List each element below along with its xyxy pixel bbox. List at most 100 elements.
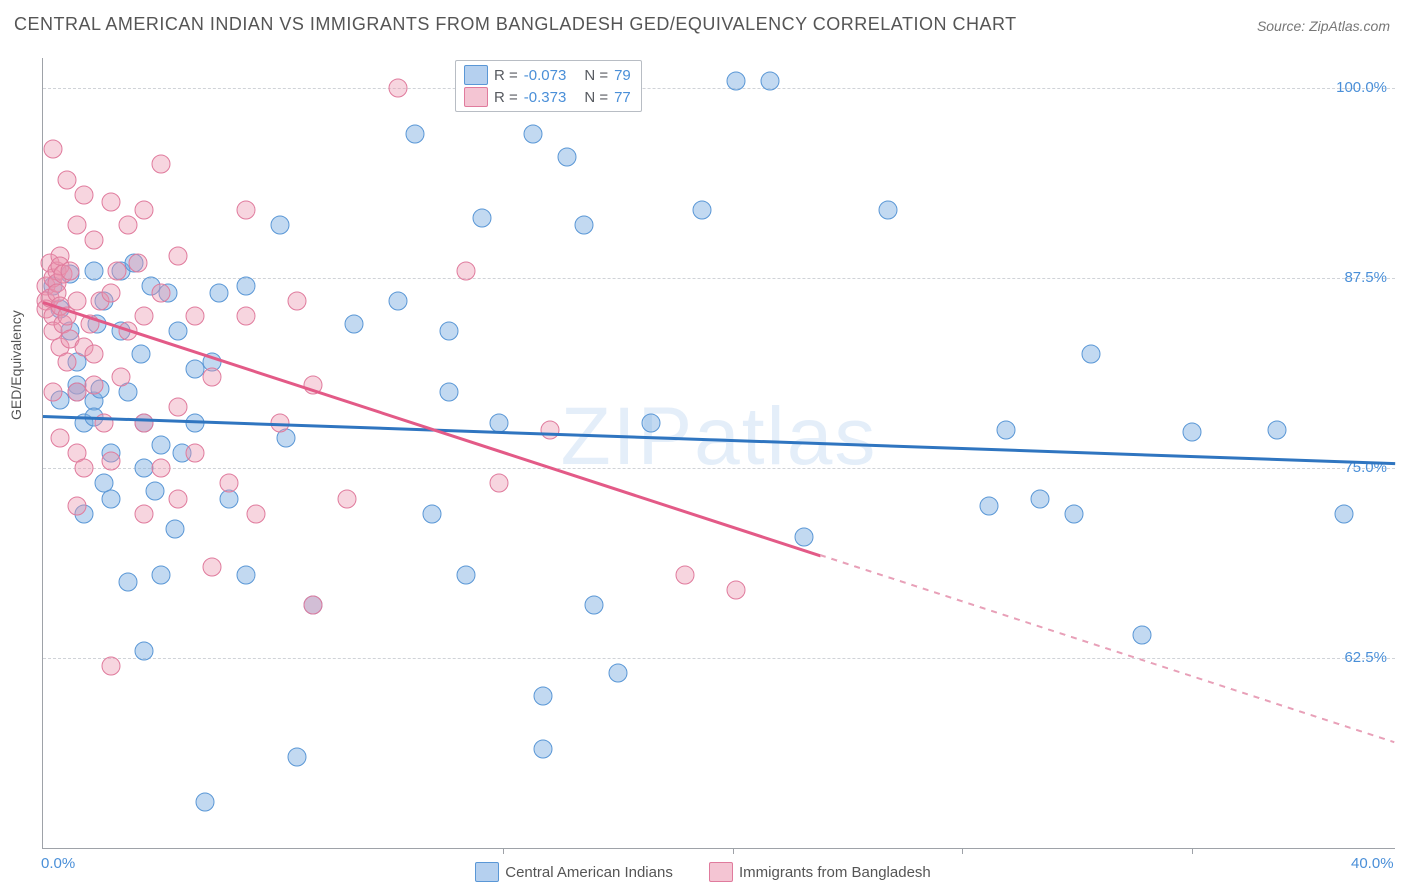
data-point — [61, 261, 80, 280]
data-point — [1335, 504, 1354, 523]
data-point — [57, 352, 76, 371]
x-tick-mark — [962, 848, 963, 854]
gridline — [43, 658, 1395, 659]
legend-label: Immigrants from Bangladesh — [739, 864, 931, 881]
data-point — [524, 124, 543, 143]
data-point — [608, 664, 627, 683]
data-point — [980, 497, 999, 516]
data-point — [108, 261, 127, 280]
data-point — [344, 314, 363, 333]
data-point — [1064, 504, 1083, 523]
data-point — [135, 413, 154, 432]
data-point — [456, 565, 475, 584]
data-point — [304, 595, 323, 614]
data-point — [118, 216, 137, 235]
legend-item: Immigrants from Bangladesh — [709, 862, 931, 882]
data-point — [557, 147, 576, 166]
swatch-icon — [464, 87, 488, 107]
legend-stats-row: R = -0.073 N = 79 — [464, 64, 631, 86]
data-point — [118, 573, 137, 592]
data-point — [165, 519, 184, 538]
x-tick-mark — [503, 848, 504, 854]
data-point — [287, 292, 306, 311]
data-point — [135, 641, 154, 660]
legend-stats-row: R = -0.373 N = 77 — [464, 86, 631, 108]
n-value: 79 — [614, 67, 631, 84]
gridline — [43, 88, 1395, 89]
data-point — [236, 276, 255, 295]
data-point — [84, 375, 103, 394]
x-tick-mark — [1192, 848, 1193, 854]
data-point — [186, 444, 205, 463]
data-point — [1267, 421, 1286, 440]
data-point — [101, 451, 120, 470]
data-point — [152, 284, 171, 303]
legend-stats: R = -0.073 N = 79 R = -0.373 N = 77 — [455, 60, 642, 112]
data-point — [44, 140, 63, 159]
data-point — [534, 687, 553, 706]
data-point — [1031, 489, 1050, 508]
data-point — [67, 292, 86, 311]
data-point — [128, 254, 147, 273]
data-point — [473, 208, 492, 227]
data-point — [44, 383, 63, 402]
y-tick-label: 87.5% — [1344, 269, 1387, 286]
data-point — [388, 292, 407, 311]
y-tick-label: 100.0% — [1336, 79, 1387, 96]
data-point — [287, 747, 306, 766]
data-point — [84, 231, 103, 250]
data-point — [760, 71, 779, 90]
data-point — [84, 345, 103, 364]
data-point — [57, 170, 76, 189]
data-point — [1132, 626, 1151, 645]
data-point — [693, 200, 712, 219]
plot-area: ZIPatlas 62.5%75.0%87.5%100.0%0.0%40.0% — [42, 58, 1395, 849]
data-point — [236, 200, 255, 219]
data-point — [246, 504, 265, 523]
trend-line — [820, 554, 1395, 743]
data-point — [169, 246, 188, 265]
data-point — [74, 185, 93, 204]
data-point — [236, 307, 255, 326]
data-point — [169, 489, 188, 508]
data-point — [111, 368, 130, 387]
data-point — [196, 793, 215, 812]
data-point — [1183, 422, 1202, 441]
data-point — [534, 740, 553, 759]
data-point — [642, 413, 661, 432]
y-tick-label: 62.5% — [1344, 649, 1387, 666]
data-point — [135, 504, 154, 523]
data-point — [152, 565, 171, 584]
data-point — [132, 345, 151, 364]
data-point — [145, 481, 164, 500]
data-point — [405, 124, 424, 143]
legend-bottom: Central American Indians Immigrants from… — [0, 862, 1406, 886]
n-value: 77 — [614, 89, 631, 106]
data-point — [74, 459, 93, 478]
source-label: Source: ZipAtlas.com — [1257, 18, 1390, 34]
data-point — [879, 200, 898, 219]
data-point — [541, 421, 560, 440]
data-point — [84, 261, 103, 280]
data-point — [67, 216, 86, 235]
data-point — [270, 216, 289, 235]
data-point — [152, 459, 171, 478]
x-tick-mark — [733, 848, 734, 854]
data-point — [236, 565, 255, 584]
data-point — [209, 284, 228, 303]
r-label: R = — [494, 89, 518, 106]
data-point — [203, 557, 222, 576]
data-point — [135, 200, 154, 219]
data-point — [997, 421, 1016, 440]
data-point — [388, 79, 407, 98]
n-label: N = — [584, 89, 608, 106]
r-value: -0.073 — [524, 67, 567, 84]
data-point — [439, 383, 458, 402]
data-point — [490, 413, 509, 432]
data-point — [169, 398, 188, 417]
data-point — [338, 489, 357, 508]
data-point — [186, 307, 205, 326]
data-point — [584, 595, 603, 614]
data-point — [1081, 345, 1100, 364]
data-point — [67, 497, 86, 516]
